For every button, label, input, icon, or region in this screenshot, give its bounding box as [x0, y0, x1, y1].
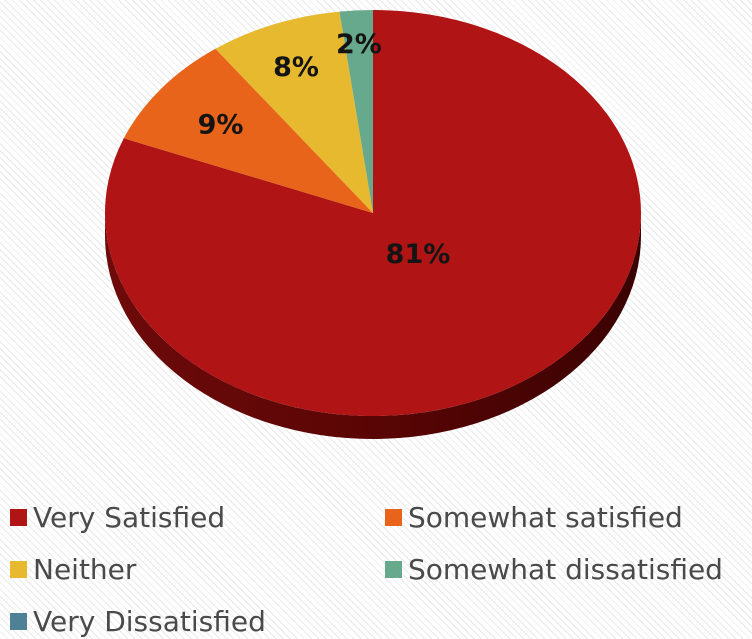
data-label-neither: 8%	[273, 52, 319, 83]
legend-label: Very Dissatisfied	[33, 605, 266, 638]
pie-chart: 81% 9% 8% 2%	[105, 10, 641, 439]
pie-slice-somewhat-dissatisfied	[339, 10, 373, 213]
legend-item-somewhat-dissatisfied: Somewhat dissatisfied	[385, 553, 723, 586]
pie-slice-neither	[215, 11, 373, 214]
data-label-somewhat-dissatisfied: 2%	[336, 29, 382, 60]
data-label-somewhat-satisfied: 9%	[198, 109, 244, 140]
legend-item-very-dissatisfied: Very Dissatisfied	[10, 605, 266, 638]
pie-slice-somewhat-satisfied	[123, 48, 373, 214]
legend-swatch	[385, 561, 402, 578]
pie-slices	[105, 10, 641, 416]
legend-swatch	[10, 561, 27, 578]
legend-item-somewhat-satisfied: Somewhat satisfied	[385, 501, 683, 534]
legend: Very Satisfied Somewhat satisfied Neithe…	[0, 498, 752, 639]
legend-label: Somewhat satisfied	[408, 501, 683, 534]
legend-label: Somewhat dissatisfied	[408, 553, 723, 586]
data-labels: 81% 9% 8% 2%	[198, 29, 451, 270]
legend-item-neither: Neither	[10, 553, 136, 586]
legend-label: Very Satisfied	[33, 501, 226, 534]
legend-swatch	[10, 613, 27, 630]
legend-label: Neither	[33, 553, 137, 586]
legend-swatch	[385, 509, 402, 526]
data-label-very-satisfied: 81%	[386, 239, 451, 270]
legend-swatch	[10, 509, 27, 526]
legend-item-very-satisfied: Very Satisfied	[10, 501, 225, 534]
